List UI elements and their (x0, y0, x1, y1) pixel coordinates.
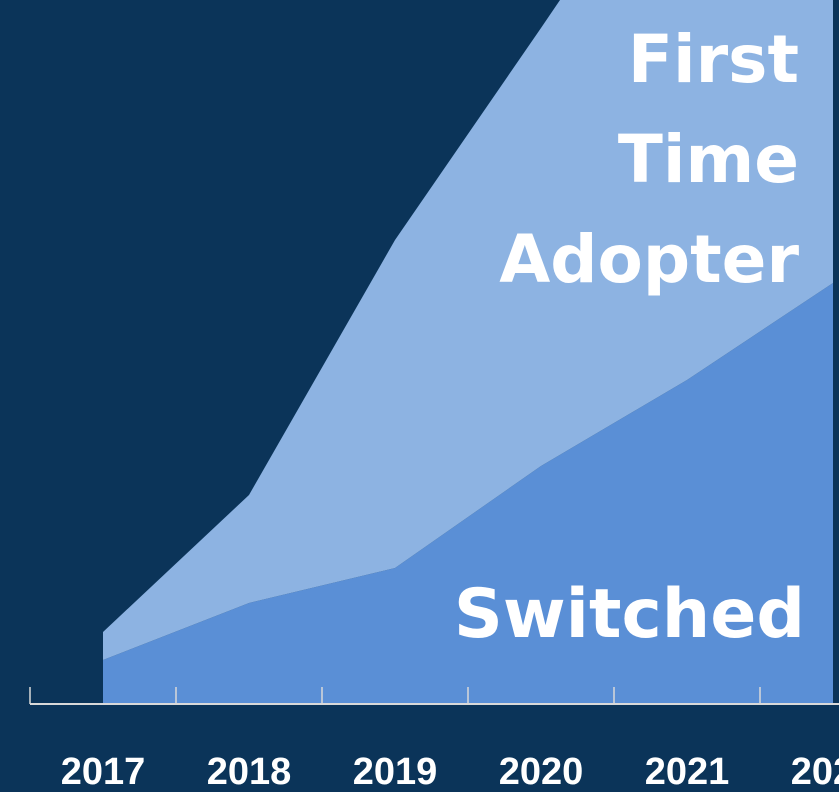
x-tick-label: 2019 (353, 751, 438, 792)
area (103, 283, 833, 703)
series-label: Switched (453, 575, 805, 654)
x-tick-label: 2018 (207, 751, 292, 792)
area (103, 0, 833, 660)
x-tick-label: 2021 (645, 751, 730, 792)
x-tick-label: 2020 (499, 751, 584, 792)
x-tick-label: 2022 (791, 751, 839, 792)
series-label: First Time Adopter (499, 21, 799, 298)
x-tick-label: 2017 (61, 751, 146, 792)
